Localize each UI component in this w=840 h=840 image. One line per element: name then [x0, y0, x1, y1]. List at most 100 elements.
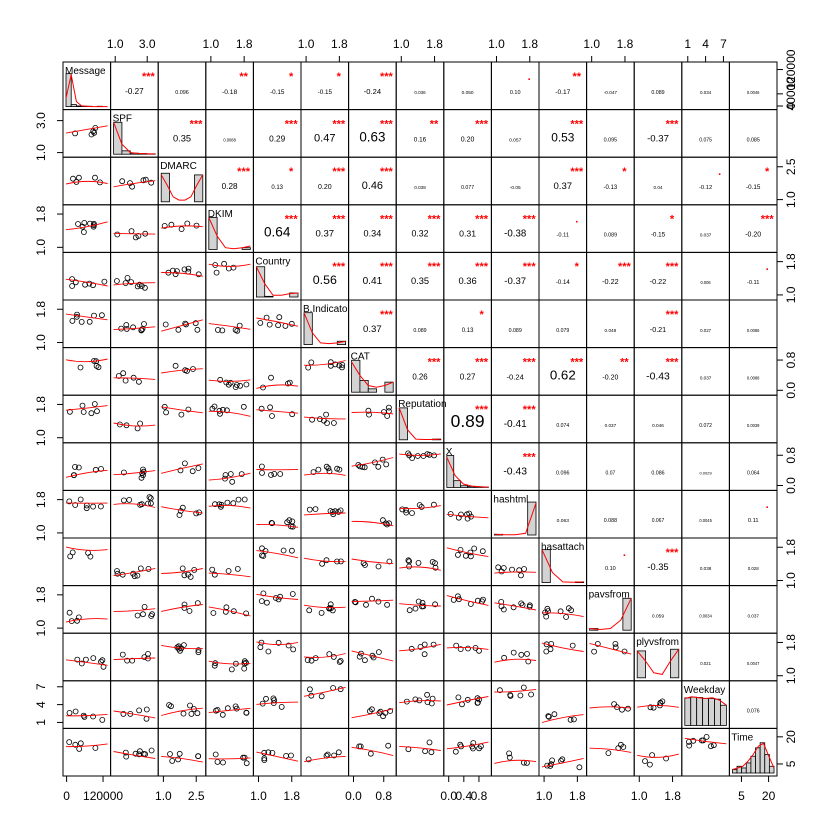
- scatter-point: [420, 453, 427, 459]
- panel-Time-Weekday: [681, 727, 730, 777]
- smoother-line: [113, 710, 156, 719]
- scatter-point: [286, 517, 293, 524]
- panel-Reputation-SPF: [110, 394, 159, 444]
- scatter-point: [86, 318, 93, 325]
- histogram-bar-Country: [255, 266, 266, 298]
- top-axis-tick-label: 3.0: [139, 37, 156, 51]
- bottom-axis-tick-label: 1.8: [569, 789, 586, 803]
- smoother-line: [113, 232, 156, 235]
- panel-pavsfrom-Country: [252, 585, 302, 634]
- scatter-point: [101, 278, 108, 285]
- scatter-point: [78, 660, 85, 667]
- scatter-point: [571, 716, 577, 723]
- scatter-point: [386, 558, 393, 565]
- panel-Message-DMARC: [157, 61, 207, 111]
- scatter-point: [414, 453, 421, 459]
- correlation-value: 0.0088: [747, 375, 760, 380]
- correlation-value: 0.27: [460, 372, 476, 381]
- smoother-line: [113, 567, 156, 576]
- correlation-value: 0.37: [553, 181, 572, 192]
- left-axis-tick-label: 1.0: [34, 334, 48, 351]
- correlation-value: 0.037: [700, 233, 712, 238]
- correlation-value: 0.04: [654, 185, 663, 190]
- smoother-line: [161, 604, 203, 612]
- scatter-point: [211, 403, 218, 410]
- panel-DKIM-Time: [728, 204, 778, 253]
- smoother-line: [113, 657, 156, 661]
- significance-stars: ***: [285, 214, 299, 226]
- scatter-point: [77, 364, 84, 371]
- smoother-line: [684, 737, 727, 745]
- scatter-point: [77, 740, 84, 747]
- panel-B.Indicator-Country: [252, 299, 302, 349]
- correlation-value: 0.038: [414, 185, 426, 190]
- scatter-point: [409, 510, 415, 516]
- bottom-axis-tick-label: 120000: [83, 789, 123, 803]
- panel-Reputation-pavsfrom: [586, 394, 635, 444]
- scatter-point: [495, 564, 502, 571]
- smoother-line: [208, 504, 251, 509]
- top-axis-tick-label: 1: [684, 37, 691, 51]
- smoother-line: [161, 272, 203, 277]
- scatter-point: [195, 271, 202, 278]
- panel-hasattach-DKIM: [205, 537, 254, 587]
- panel-Time-DKIM: [205, 727, 254, 777]
- scatter-point: [141, 604, 148, 610]
- scatter-point: [290, 646, 297, 653]
- smoother-line: [113, 326, 156, 331]
- top-axis-tick-label: 7: [720, 37, 727, 51]
- correlation-value: 0.074: [556, 423, 569, 429]
- panel-Country-DMARC: [157, 251, 207, 301]
- panel-Weekday-Time: [728, 680, 778, 729]
- histogram-bar-plyvsfrom: [636, 650, 646, 679]
- density-curve-hasattach: [541, 549, 584, 583]
- scatter-point: [330, 511, 337, 518]
- scatter-point: [243, 709, 250, 716]
- scatter-point: [222, 608, 229, 615]
- variable-label-DMARC: DMARC: [160, 161, 197, 172]
- scatter-point: [328, 605, 334, 612]
- correlation-value: 0.096: [556, 471, 570, 477]
- scatter-point: [506, 750, 513, 757]
- scatter-point: [221, 260, 228, 267]
- panel-hashtml-Time: [728, 489, 778, 539]
- scatter-point: [168, 221, 175, 228]
- scatter-point: [146, 494, 153, 501]
- scatter-point: [306, 686, 313, 693]
- panel-Reputation-Country: [252, 394, 302, 444]
- panel-Weekday-pavsfrom: [586, 680, 635, 729]
- smoother-line: [399, 700, 441, 704]
- scatter-point: [647, 704, 654, 711]
- correlation-value: -0.43: [503, 467, 527, 478]
- panel-pavsfrom-Message: [62, 585, 112, 634]
- panel-Message-Weekday: [681, 61, 730, 111]
- panel-B.Indicator-Message: [62, 299, 112, 349]
- significance-stars: ***: [570, 118, 584, 130]
- scatter-point: [308, 657, 315, 664]
- left-axis-tick-label: 1.8: [34, 396, 48, 413]
- significance-stars: ***: [570, 356, 584, 368]
- panel-pavsfrom-B.Indicator: [300, 585, 350, 634]
- panel-hashtml-Weekday: [681, 489, 730, 539]
- significance-stars: ***: [380, 214, 394, 226]
- scatter-point: [703, 734, 710, 740]
- smoother-line: [113, 422, 156, 427]
- smoother-line: [65, 618, 108, 623]
- bottom-axis-tick-label: 0.4: [455, 789, 472, 803]
- scatter-point: [421, 651, 428, 658]
- right-axis-tick-label: 1.0: [784, 191, 798, 208]
- smoother-line: [541, 757, 584, 768]
- panel-Message-Time: [728, 61, 778, 111]
- smoother-line: [208, 660, 251, 665]
- scatter-point: [214, 326, 221, 333]
- variable-label-Time: Time: [731, 732, 753, 743]
- smoother-line: [303, 512, 346, 516]
- scatter-point: [591, 648, 597, 655]
- panel-Weekday-X: [443, 680, 492, 729]
- density-curve-hashtml: [494, 502, 537, 536]
- scatter-point: [546, 713, 552, 720]
- scatter-point: [193, 510, 200, 517]
- correlation-value: 0.32: [411, 229, 428, 239]
- scatter-point: [424, 691, 431, 698]
- smoother-line: [399, 745, 441, 751]
